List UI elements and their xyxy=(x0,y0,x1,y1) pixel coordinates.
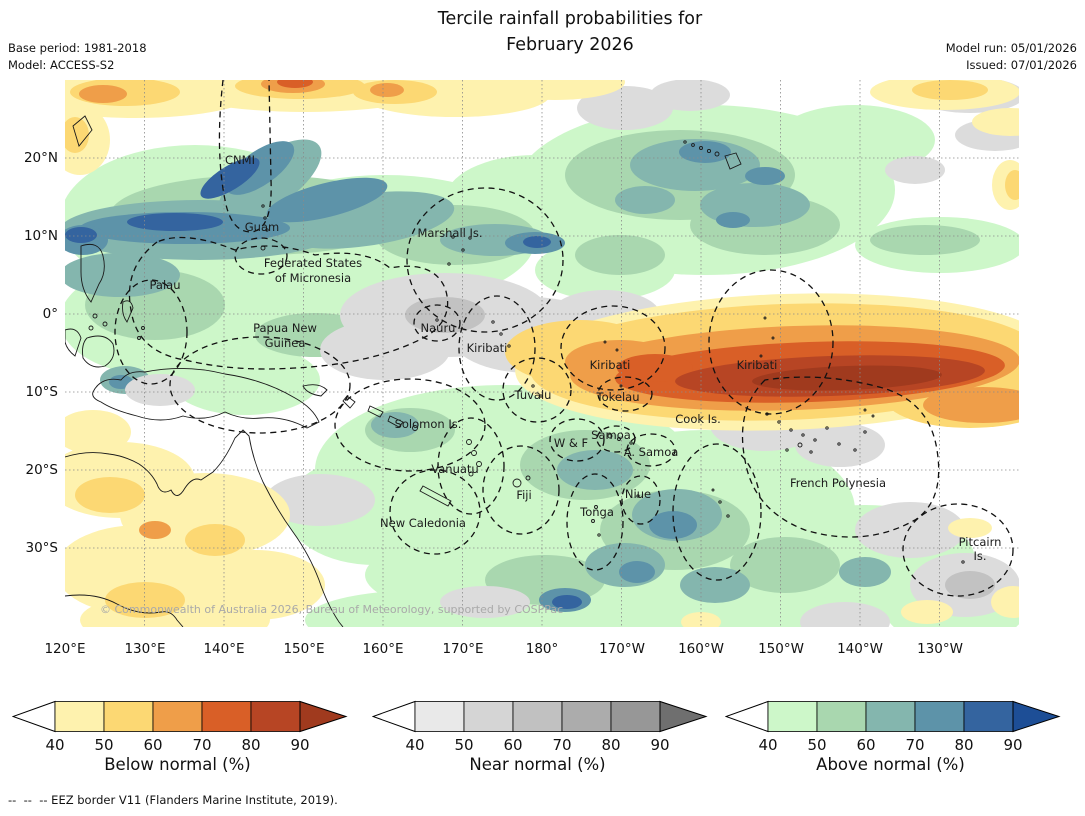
colorbar-below-normal-bar xyxy=(11,700,348,733)
eez-border-footnote: -- -- -- EEZ border V11 (Flanders Marine… xyxy=(8,793,338,807)
lon-label-130e: 130°E xyxy=(124,641,166,657)
model-metadata-left: Base period: 1981-2018 Model: ACCESS-S2 xyxy=(8,40,147,74)
tick-80: 80 xyxy=(241,736,261,754)
map-label-palau: Palau xyxy=(149,278,181,292)
map-label-cnmi: CNMI xyxy=(225,153,255,167)
lat-label-30s: 30°S xyxy=(25,540,59,556)
lat-label-10n: 10°N xyxy=(23,228,58,244)
lon-label-150e: 150°E xyxy=(283,641,325,657)
base-period-text: Base period: 1981-2018 xyxy=(8,41,147,55)
page-title: Tercile rainfall probabilities for Febru… xyxy=(438,6,702,58)
colorbar-below-normal-caption: Below normal (%) xyxy=(104,755,251,774)
model-name-text: Model: ACCESS-S2 xyxy=(8,58,115,72)
model-metadata-right: Model run: 05/01/2026 Issued: 07/01/2026 xyxy=(946,40,1077,74)
tick-50: 50 xyxy=(454,736,474,754)
pacific-rainfall-map: CNMI Guam Marshall Is. Palau Federated S… xyxy=(65,80,1019,627)
tick-70: 70 xyxy=(905,736,925,754)
coastlines-layer xyxy=(65,115,965,627)
tick-60: 60 xyxy=(143,736,163,754)
tick-70: 70 xyxy=(192,736,212,754)
tick-40: 40 xyxy=(45,736,65,754)
map-label-pitcairn-line1: Pitcairn xyxy=(958,535,1002,549)
tick-80: 80 xyxy=(601,736,621,754)
tick-90: 90 xyxy=(290,736,310,754)
map-label-png-line2: Guinea xyxy=(264,336,306,350)
map-label-american-samoa: A. Samoa xyxy=(623,445,679,459)
map-label-tokelau: Tokelau xyxy=(596,390,640,404)
eez-borders-layer xyxy=(114,80,1014,597)
map-label-vanuatu: Vanuatu xyxy=(431,462,479,476)
map-label-wallis-futuna: W & F xyxy=(553,436,589,450)
lon-label-160w: 160°W xyxy=(678,641,724,657)
colorbar-near-normal-caption: Near normal (%) xyxy=(469,755,606,774)
pacific-map-svg xyxy=(65,80,1019,627)
lon-label-170e: 170°E xyxy=(442,641,484,657)
tick-90: 90 xyxy=(650,736,670,754)
colorbar-left-arrow xyxy=(11,700,56,733)
tick-70: 70 xyxy=(552,736,572,754)
title-line-2: February 2026 xyxy=(506,35,634,55)
colorbar-near-normal: 40 50 60 70 80 90 Near normal (%) xyxy=(371,700,708,786)
map-label-niue: Niue xyxy=(624,487,652,501)
map-label-kiribati-phoenix: Kiribati xyxy=(589,358,631,372)
field-below70-spots-layer xyxy=(277,80,313,88)
lon-label-140w: 140°W xyxy=(837,641,883,657)
tick-40: 40 xyxy=(405,736,425,754)
lat-label-10s: 10°S xyxy=(25,384,59,400)
gridlines-layer xyxy=(65,80,1019,627)
map-label-solomon-is: Solomon Is. xyxy=(394,417,462,431)
map-label-fiji: Fiji xyxy=(516,488,532,502)
colorbar-above-normal-bar xyxy=(724,700,1061,733)
field-below60-spots-layer xyxy=(79,80,404,539)
colorbar-above-normal: 40 50 60 70 80 90 Above normal (%) xyxy=(724,700,1061,786)
issued-text: Issued: 07/01/2026 xyxy=(966,58,1077,72)
tick-60: 60 xyxy=(856,736,876,754)
lat-label-20s: 20°S xyxy=(25,462,59,478)
title-line-1: Tercile rainfall probabilities for xyxy=(437,9,703,29)
colorbar-near-normal-bar xyxy=(371,700,708,733)
map-label-marshall-is: Marshall Is. xyxy=(417,226,483,240)
lat-label-0: 0° xyxy=(42,306,58,322)
map-label-samoa: Samoa xyxy=(591,428,631,442)
lon-label-150w: 150°W xyxy=(758,641,804,657)
colorbar-right-arrow xyxy=(659,700,708,733)
map-label-tuvalu: Tuvalu xyxy=(514,388,552,402)
tick-90: 90 xyxy=(1003,736,1023,754)
tick-80: 80 xyxy=(954,736,974,754)
tick-50: 50 xyxy=(94,736,114,754)
lon-label-160e: 160°E xyxy=(362,641,404,657)
colorbar-left-arrow xyxy=(724,700,769,733)
colorbar-left-arrow xyxy=(371,700,416,733)
map-label-new-caledonia: New Caledonia xyxy=(380,516,466,530)
field-above80-layer xyxy=(65,157,582,609)
colorbar-below-normal: 40 50 60 70 80 90 Below normal (%) xyxy=(11,700,348,786)
lon-label-120e: 120°E xyxy=(44,641,86,657)
map-label-nauru: Nauru xyxy=(420,321,456,335)
colorbar-right-arrow xyxy=(1012,700,1061,733)
tick-60: 60 xyxy=(503,736,523,754)
colorbar-above-normal-caption: Above normal (%) xyxy=(816,755,965,774)
model-run-text: Model run: 05/01/2026 xyxy=(945,41,1077,55)
field-equatorial-dry-band xyxy=(505,293,1019,431)
map-label-kiribati-line: Kiribati xyxy=(736,358,778,372)
map-label-kiribati-gilbert: Kiribati xyxy=(466,341,508,355)
lon-label-140e: 140°E xyxy=(203,641,245,657)
map-label-french-polynesia: French Polynesia xyxy=(789,476,887,490)
map-label-fsm-line2: of Micronesia xyxy=(274,271,352,285)
lon-label-180: 180° xyxy=(525,641,559,657)
colorbar-right-arrow xyxy=(299,700,348,733)
tick-50: 50 xyxy=(807,736,827,754)
lat-label-20n: 20°N xyxy=(23,150,58,166)
lon-label-130w: 130°W xyxy=(917,641,963,657)
lon-label-170w: 170°W xyxy=(599,641,645,657)
copyright-text: © Commonwealth of Australia 2026, Bureau… xyxy=(100,603,564,616)
map-label-fsm-line1: Federated States xyxy=(263,256,363,270)
map-label-pitcairn-line2: Is. xyxy=(973,549,987,563)
map-label-cook-is: Cook Is. xyxy=(675,412,721,426)
map-label-guam: Guam xyxy=(244,220,280,234)
map-label-tonga: Tonga xyxy=(580,505,614,519)
map-label-png-line1: Papua New xyxy=(253,321,317,335)
tick-40: 40 xyxy=(758,736,778,754)
